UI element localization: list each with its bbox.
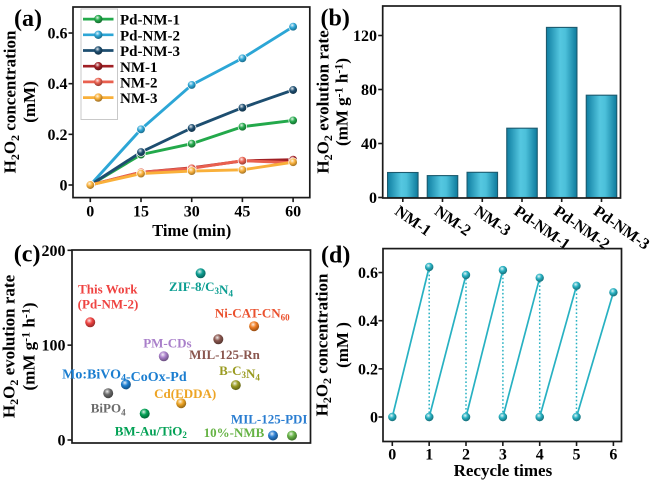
svg-text:MIL-125-Rn: MIL-125-Rn xyxy=(189,347,261,362)
svg-text:(mM ): (mM ) xyxy=(333,322,352,368)
svg-text:2: 2 xyxy=(462,447,470,464)
svg-text:60: 60 xyxy=(285,204,301,221)
svg-text:0: 0 xyxy=(58,433,66,450)
svg-text:200: 200 xyxy=(42,243,66,260)
svg-text:H2O2 evolution rate: H2O2 evolution rate xyxy=(0,274,21,418)
svg-text:(d): (d) xyxy=(321,243,350,269)
svg-text:(mM g-1 h-1): (mM g-1 h-1) xyxy=(332,58,352,146)
svg-text:This Work: This Work xyxy=(78,282,138,297)
svg-text:45: 45 xyxy=(234,204,250,221)
svg-text:(Pd-NM-2): (Pd-NM-2) xyxy=(78,297,139,312)
svg-text:0: 0 xyxy=(388,447,396,464)
svg-text:Pd-NM-2: Pd-NM-2 xyxy=(120,28,180,44)
svg-text:1: 1 xyxy=(425,447,433,464)
svg-text:10%-NMB: 10%-NMB xyxy=(204,425,265,440)
svg-text:0.4: 0.4 xyxy=(48,76,68,93)
svg-text:15: 15 xyxy=(133,204,149,221)
svg-text:NM-1: NM-1 xyxy=(120,60,158,76)
svg-text:(a): (a) xyxy=(14,6,42,32)
svg-text:B-C3N4: B-C3N4 xyxy=(219,363,260,383)
svg-text:Time (min): Time (min) xyxy=(152,221,231,240)
svg-text:Pd-NM-3: Pd-NM-3 xyxy=(120,44,180,60)
svg-text:0: 0 xyxy=(60,178,68,195)
svg-text:40: 40 xyxy=(361,136,377,153)
svg-text:(mM g-1 h-1): (mM g-1 h-1) xyxy=(19,302,39,390)
svg-text:Mo:BiVO4-CoOx-Pd: Mo:BiVO4-CoOx-Pd xyxy=(62,367,187,385)
svg-text:100: 100 xyxy=(42,338,66,355)
svg-text:0: 0 xyxy=(86,204,94,221)
svg-text:MIL-125-PDI: MIL-125-PDI xyxy=(231,412,308,427)
svg-text:0.4: 0.4 xyxy=(358,313,378,330)
svg-text:3: 3 xyxy=(499,447,507,464)
svg-text:NM-3: NM-3 xyxy=(120,91,158,107)
svg-text:0: 0 xyxy=(369,190,377,207)
svg-text:6: 6 xyxy=(609,447,617,464)
svg-text:0.2: 0.2 xyxy=(48,127,68,144)
svg-text:30: 30 xyxy=(184,204,200,221)
svg-text:120: 120 xyxy=(353,28,377,45)
svg-text:4: 4 xyxy=(536,447,544,464)
svg-text:Pd-NM-1: Pd-NM-1 xyxy=(120,13,180,29)
svg-text:0.2: 0.2 xyxy=(358,361,378,378)
svg-text:80: 80 xyxy=(361,82,377,99)
svg-text:Recycle times: Recycle times xyxy=(454,461,553,480)
svg-text:(b): (b) xyxy=(321,6,350,32)
svg-text:BiPO4: BiPO4 xyxy=(91,401,126,418)
svg-text:Cd(EDDA): Cd(EDDA) xyxy=(154,386,216,401)
svg-text:0.6: 0.6 xyxy=(48,26,68,43)
svg-text:PM-CDs: PM-CDs xyxy=(143,336,191,351)
svg-text:(mM): (mM) xyxy=(20,81,39,123)
svg-text:H2O2 concentration: H2O2 concentration xyxy=(313,273,335,416)
svg-text:NM-2: NM-2 xyxy=(120,76,158,92)
svg-text:0.6: 0.6 xyxy=(358,265,378,282)
svg-text:Ni-CAT-CN60: Ni-CAT-CN60 xyxy=(215,306,290,323)
svg-text:BM-Au/TiO2: BM-Au/TiO2 xyxy=(115,423,188,440)
svg-text:5: 5 xyxy=(573,447,581,464)
svg-text:H2O2 concentration: H2O2 concentration xyxy=(1,30,23,173)
svg-text:0: 0 xyxy=(370,410,378,427)
svg-text:(c): (c) xyxy=(14,242,41,268)
